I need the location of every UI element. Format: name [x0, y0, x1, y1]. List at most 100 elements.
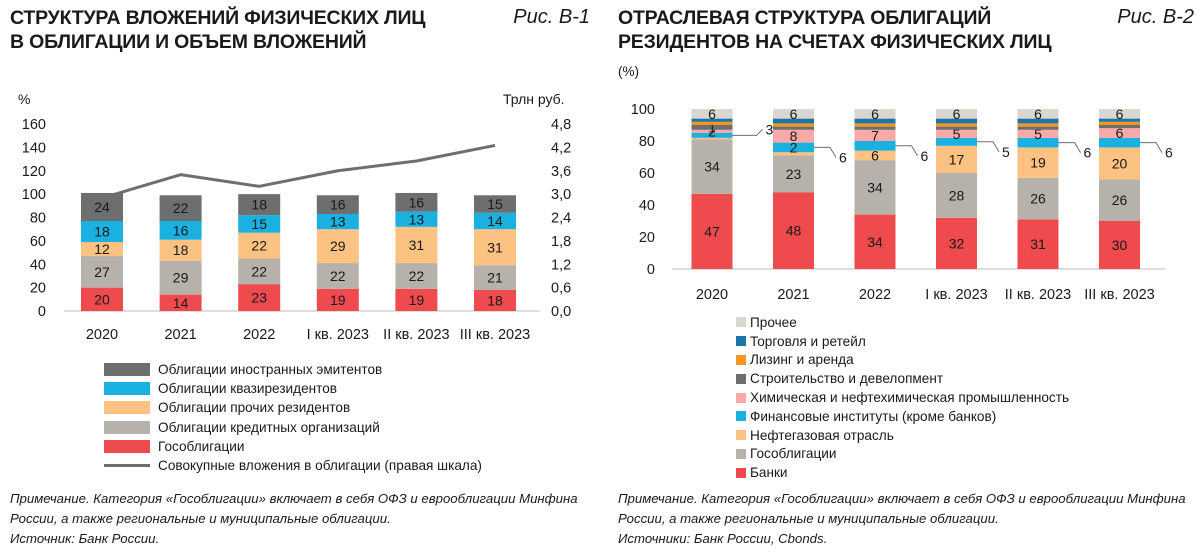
bar-segment-химическая-и-нефтехимическая-промышленность — [936, 129, 977, 138]
legend-item: Совокупные вложения в облигации (правая … — [104, 456, 482, 475]
bar-segment-нефтегазовая-отрасль — [936, 145, 977, 173]
data-label: 26 — [1112, 192, 1128, 208]
bar-segment-гособлигации — [1017, 177, 1059, 220]
data-label: 13 — [409, 211, 425, 227]
legend-swatch — [736, 373, 746, 384]
data-label: 5 — [1034, 126, 1042, 142]
x-tick-label: II кв. 2023 — [383, 327, 449, 343]
callout-line — [1058, 142, 1081, 153]
y2-tick-label: 2,4 — [551, 211, 571, 227]
y2-tick-label: 1,8 — [551, 234, 571, 250]
source-text: Источники: Банк России, Cbonds. — [618, 531, 828, 546]
legend-swatch — [736, 354, 746, 365]
y-tick-label: 60 — [30, 234, 46, 250]
callout-label: 5 — [1002, 144, 1010, 160]
data-label: 6 — [708, 106, 716, 122]
legend-label: Прочее — [750, 314, 797, 330]
x-tick-label: 2021 — [777, 287, 809, 303]
bar-segment-банки — [936, 217, 977, 269]
y-tick-label: 100 — [22, 187, 46, 203]
chart-b2: (%)0204060801004734216320204823286620213… — [618, 64, 1173, 303]
bar-segment-лизинг-и-аренда — [1017, 123, 1059, 127]
data-label: 18 — [94, 224, 110, 240]
bar-segment-банки — [691, 193, 733, 269]
data-label: 13 — [330, 214, 346, 230]
legend-line-swatch — [104, 464, 150, 468]
bar-segment-химическая-и-нефтехимическая-промышленность — [1099, 128, 1140, 138]
legend-label: Строительство и девелопмент — [750, 371, 944, 387]
bar-segment-строительство-и-девелопмент — [691, 125, 733, 130]
data-label: 18 — [487, 292, 503, 308]
bar-segment-химическая-и-нефтехимическая-промышленность — [1017, 129, 1059, 138]
y-tick-label: 20 — [639, 230, 655, 246]
total-investment-line — [101, 143, 496, 200]
y-axis-unit: (%) — [618, 64, 639, 79]
bar-segment-гособлигации — [854, 160, 896, 215]
bar-segment-облигации-квазирезидентов — [395, 211, 438, 227]
bar-segment-прочее — [691, 109, 733, 119]
legend-item: Прочее — [736, 313, 1069, 332]
bar-segment-облигации-прочих-резидентов — [238, 232, 281, 259]
figure-label: Рис. В-2 — [1117, 6, 1194, 28]
bar-segment-прочее — [854, 109, 896, 119]
title-line-2: резидентов на счетах физических лиц — [618, 31, 1052, 53]
data-label: 14 — [173, 295, 189, 311]
y2-tick-label: 3,6 — [551, 164, 571, 180]
y-tick-label: 80 — [639, 134, 655, 150]
legend-swatch — [736, 317, 746, 328]
legend-item: Финансовые институты (кроме банков) — [736, 407, 1069, 426]
bar-segment-банки — [773, 192, 814, 269]
bar-segment-облигации-кредитных-организаций — [238, 258, 281, 285]
data-label: 5 — [953, 126, 961, 142]
bar-segment-нефтегазовая-отрасль — [691, 137, 733, 140]
data-label: 7 — [871, 127, 879, 143]
data-label: 2 — [790, 139, 798, 155]
legend: Облигации иностранных эмитентов Облигации… — [104, 360, 482, 475]
data-label: 6 — [1116, 106, 1124, 122]
bar-segment-гособлигации — [316, 288, 359, 311]
bar-segment-облигации-квазирезидентов — [316, 213, 359, 230]
legend-item: Гособлигации — [104, 437, 482, 456]
data-label: 47 — [704, 223, 720, 239]
data-label: 6 — [1034, 106, 1042, 122]
bar-segment-строительство-и-девелопмент — [1017, 126, 1059, 130]
legend-item: Строительство и девелопмент — [736, 369, 1069, 388]
bar-segment-строительство-и-девелопмент — [854, 126, 896, 130]
bar-segment-торговля-и-ретейл — [773, 118, 814, 124]
bar-segment-банки — [1017, 219, 1059, 269]
bar-segment-прочее — [936, 109, 977, 119]
y-tick-label: 40 — [639, 198, 655, 214]
data-label: 30 — [1112, 237, 1128, 253]
bar-segment-облигации-прочих-резидентов — [81, 242, 123, 257]
y2-tick-label: 4,8 — [551, 117, 571, 133]
bar-segment-строительство-и-девелопмент — [1099, 125, 1140, 129]
title-line-2: в облигации и объем вложений — [10, 31, 367, 53]
callout-line — [732, 129, 763, 136]
chart-title: Структура вложений физических лиц в обли… — [10, 6, 426, 54]
legend-swatch — [104, 382, 150, 396]
bar-segment-облигации-кредитных-организаций — [474, 265, 516, 290]
data-label: 6 — [790, 106, 798, 122]
source-text: Источник: Банк России. — [10, 531, 160, 546]
legend-label: Облигации кредитных организаций — [158, 419, 380, 435]
y-tick-label: 0 — [647, 262, 655, 278]
bar-segment-финансовые-институты-кроме-банков — [773, 142, 814, 153]
bar-segment-лизинг-и-аренда — [773, 123, 814, 127]
note-text: Примечание. Категория «Гособлигации» вкл… — [618, 491, 1186, 526]
y-tick-label: 80 — [30, 211, 46, 227]
bar-segment-строительство-и-девелопмент — [773, 126, 814, 130]
x-tick-label: II кв. 2023 — [1005, 287, 1071, 303]
y-tick-label: 100 — [631, 102, 655, 118]
legend-label: Гособлигации — [750, 446, 837, 462]
bar-segment-облигации-кредитных-организаций — [395, 263, 438, 289]
bar-segment-гособлигации — [81, 287, 123, 311]
bar-segment-облигации-прочих-резидентов — [316, 229, 359, 264]
bar-segment-нефтегазовая-отрасль — [1017, 147, 1059, 178]
data-label: 22 — [173, 200, 189, 216]
data-label: 29 — [173, 270, 189, 286]
y-tick-label: 140 — [22, 140, 46, 156]
data-label: 6 — [871, 147, 879, 163]
bar-segment-финансовые-институты-кроме-банков — [1017, 137, 1059, 148]
data-label: 16 — [330, 197, 346, 213]
title-line-1: Структура вложений физических лиц — [10, 7, 426, 29]
